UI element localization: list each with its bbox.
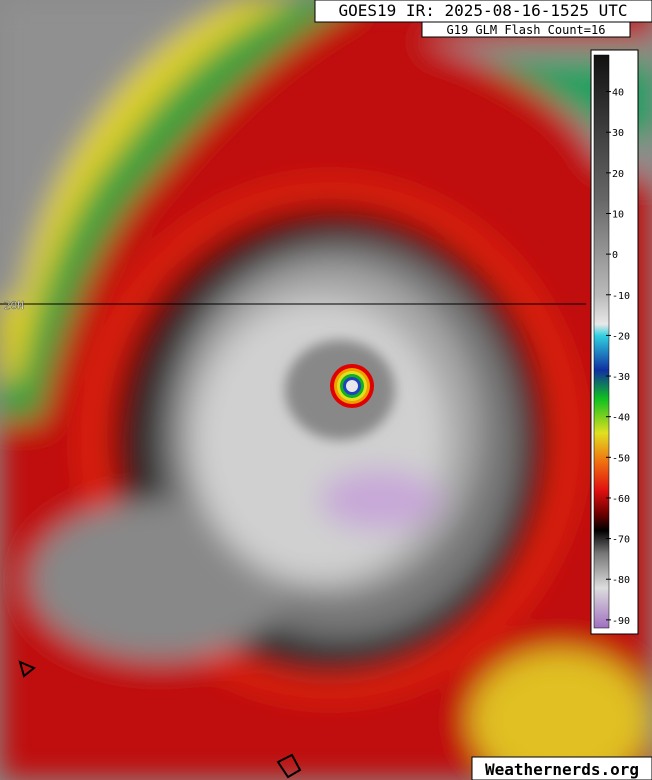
subtitle-box [421,21,631,38]
credit-box [471,756,652,780]
latitude-label: 20N [4,299,24,312]
colorbar-tick-label: -40 [612,413,630,424]
colorbar-tick-label: 0 [612,250,618,261]
colorbar-tick-label: -90 [612,616,630,627]
colorbar: 40 30 20 10 0 -10 -20 -30 -40 -50 -60 -70 -80 -90 [590,49,639,635]
credit: Weathernerds.org [485,760,639,779]
colorbar-strip [593,54,610,629]
colorbar-tick-label: -30 [612,372,630,383]
colorbar-tick-label: 30 [612,128,624,139]
colorbar-tick-label: -50 [612,453,630,464]
colorbar-tick-label: -10 [612,291,630,302]
colorbar-tick-label: -60 [612,494,630,505]
colorbar-tick-label: 40 [612,88,624,99]
subtitle: G19 GLM Flash Count=16 [447,23,606,37]
title: GOES19 IR: 2025-08-16-1525 UTC [339,1,628,20]
colorbar-tick-label: -20 [612,331,630,342]
colorbar-tick-label: 20 [612,169,624,180]
colorbar-tick-label: -70 [612,535,630,546]
colorbar-tick-label: 10 [612,209,624,220]
colorbar-tick-label: -80 [612,575,630,586]
